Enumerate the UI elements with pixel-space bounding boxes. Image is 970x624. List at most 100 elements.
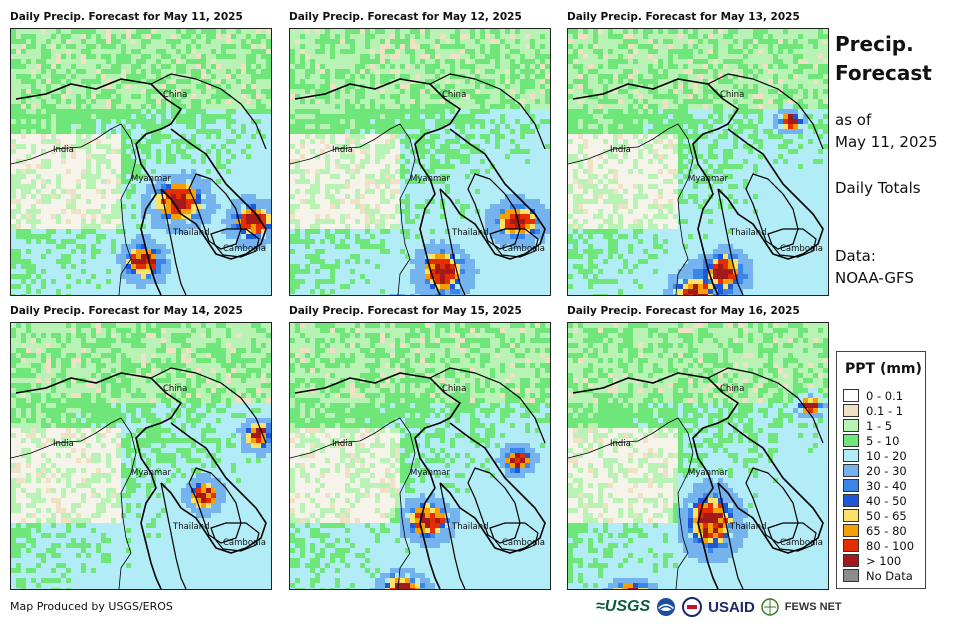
legend-label: 1 - 5: [866, 418, 893, 433]
legend-item: 40 - 50: [843, 493, 907, 508]
country-border: [160, 188, 187, 295]
legend-title: PPT (mm): [845, 361, 922, 377]
legend-item: 0 - 0.1: [843, 388, 903, 403]
country-label-china: China: [442, 90, 466, 100]
country-border: [439, 482, 466, 589]
panel-title: Daily Precip. Forecast for May 15, 2025: [289, 305, 522, 317]
precip-map: China India Myanmar Thailand Cambodia: [10, 322, 272, 590]
coastline: [568, 417, 694, 589]
country-label-india: India: [332, 439, 353, 449]
as-of-line2: May 11, 2025: [835, 133, 938, 151]
legend-label: 30 - 40: [866, 478, 907, 493]
legend-item: 80 - 100: [843, 538, 914, 553]
fews-net-globe-icon: [761, 598, 779, 616]
country-border: [572, 78, 739, 295]
legend-label: > 100: [866, 553, 902, 568]
legend-swatch: [843, 479, 859, 492]
fews-net-logo: FEWS NET: [784, 601, 842, 613]
country-border: [717, 188, 744, 295]
legend-item: > 100: [843, 553, 901, 568]
country-border: [294, 78, 461, 295]
legend-label: 40 - 50: [866, 493, 907, 508]
country-label-thailand: Thailand: [729, 228, 767, 238]
legend-item: 65 - 80: [843, 523, 907, 538]
country-border: [160, 128, 267, 260]
country-border: [429, 367, 546, 444]
legend-label: 50 - 65: [866, 508, 907, 523]
legend-label: 20 - 30: [866, 463, 907, 478]
country-label-thailand: Thailand: [451, 522, 489, 532]
country-border: [210, 228, 260, 258]
country-label-china: China: [163, 384, 187, 394]
precip-map: China India Myanmar Thailand Cambodia: [289, 28, 551, 296]
as-of-text: as of May 11, 2025: [835, 109, 938, 153]
side-title: Precip. Forecast: [835, 30, 932, 88]
coastline: [290, 417, 416, 589]
data-source-line1: Data:: [835, 247, 876, 265]
legend-label: 0.1 - 1: [866, 403, 904, 418]
map-credit: Map Produced by USGS/EROS: [10, 600, 173, 613]
legend-swatch: [843, 554, 859, 567]
legend-item: 5 - 10: [843, 433, 899, 448]
country-label-cambodia: Cambodia: [780, 244, 823, 254]
country-border: [745, 467, 799, 544]
legend-swatch: [843, 434, 859, 447]
partner-logos: ≈USGS USAID FEWS NET: [596, 596, 848, 618]
country-border: [467, 173, 521, 250]
country-label-myanmar: Myanmar: [688, 468, 728, 478]
legend-swatch: [843, 539, 859, 552]
legend-label: No Data: [866, 568, 913, 583]
country-label-thailand: Thailand: [172, 228, 210, 238]
data-source-line2: NOAA-GFS: [835, 269, 914, 287]
country-label-myanmar: Myanmar: [131, 174, 171, 184]
coastline: [290, 123, 416, 295]
country-label-india: India: [53, 439, 74, 449]
country-label-cambodia: Cambodia: [780, 538, 823, 548]
legend-label: 65 - 80: [866, 523, 907, 538]
legend-swatch: [843, 389, 859, 402]
legend-swatch: [843, 524, 859, 537]
legend-item: No Data: [843, 568, 913, 583]
legend-swatch: [843, 419, 859, 432]
coastline: [568, 123, 694, 295]
panel-title: Daily Precip. Forecast for May 13, 2025: [567, 11, 800, 23]
as-of-line1: as of: [835, 111, 872, 129]
country-border: [707, 367, 824, 444]
panel-title: Daily Precip. Forecast for May 16, 2025: [567, 305, 800, 317]
panel-title: Daily Precip. Forecast for May 11, 2025: [10, 11, 243, 23]
legend-swatch: [843, 449, 859, 462]
precip-map: China India Myanmar Thailand Cambodia: [289, 322, 551, 590]
country-border: [210, 522, 260, 552]
country-label-china: China: [442, 384, 466, 394]
country-label-cambodia: Cambodia: [223, 244, 266, 254]
legend-swatch: [843, 494, 859, 507]
country-label-thailand: Thailand: [172, 522, 210, 532]
data-source-text: Data: NOAA-GFS: [835, 245, 914, 289]
precip-map: China India Myanmar Thailand Cambodia: [10, 28, 272, 296]
panel-title: Daily Precip. Forecast for May 14, 2025: [10, 305, 243, 317]
country-border: [160, 422, 267, 554]
legend-label: 80 - 100: [866, 538, 915, 553]
country-border: [294, 372, 461, 589]
country-label-thailand: Thailand: [451, 228, 489, 238]
legend-label: 0 - 0.1: [866, 388, 904, 403]
legend-swatch: [843, 509, 859, 522]
side-title-line1: Precip.: [835, 32, 914, 56]
country-border: [160, 482, 187, 589]
coastline: [11, 123, 137, 295]
country-border: [489, 522, 539, 552]
country-border: [467, 467, 521, 544]
country-border: [489, 228, 539, 258]
country-border: [717, 422, 824, 554]
country-label-india: India: [53, 145, 74, 155]
side-title-line2: Forecast: [835, 61, 932, 85]
coastline: [11, 417, 137, 589]
legend-item: 10 - 20: [843, 448, 907, 463]
country-border: [717, 482, 744, 589]
country-label-india: India: [332, 145, 353, 155]
country-border: [150, 73, 267, 150]
country-label-india: India: [610, 145, 631, 155]
country-label-thailand: Thailand: [729, 522, 767, 532]
country-label-myanmar: Myanmar: [131, 468, 171, 478]
precip-map: China India Myanmar Thailand Cambodia: [567, 322, 829, 590]
